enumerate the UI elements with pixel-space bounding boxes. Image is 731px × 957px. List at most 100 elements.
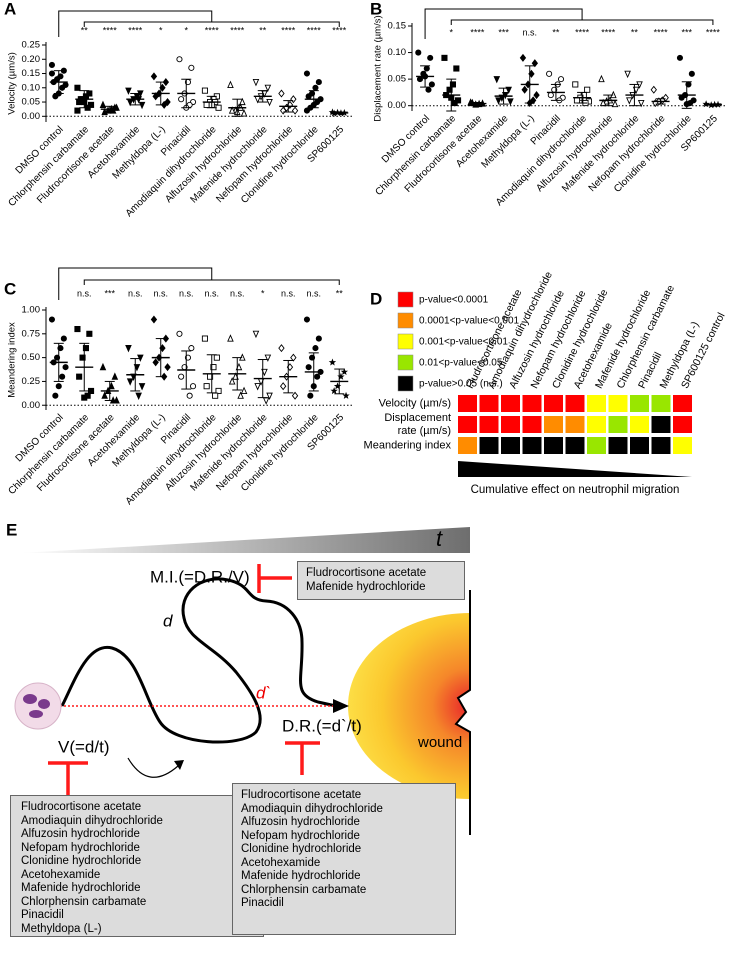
data-point [52, 392, 59, 399]
data-point [451, 99, 458, 107]
heatmap-cell [479, 437, 499, 454]
data-point [176, 330, 183, 337]
row-label: Velocity (µm/s) [378, 397, 451, 409]
data-point [416, 76, 424, 83]
legend-label: 0.0001<p-value<0.001 [419, 316, 520, 327]
data-point [307, 392, 314, 399]
data-point [315, 79, 322, 86]
data-point [137, 354, 144, 362]
data-point [162, 334, 170, 343]
arrowhead [333, 699, 349, 713]
heatmap-cell [608, 395, 628, 412]
data-point [315, 335, 322, 342]
data-point [59, 373, 66, 380]
data-point [624, 70, 631, 79]
significance-label: n.s. [204, 288, 219, 298]
data-point [441, 54, 448, 61]
data-point [201, 335, 209, 342]
data-point [99, 100, 107, 108]
data-point [314, 373, 321, 380]
heatmap-cell [587, 395, 606, 412]
y-tick-label: 0.00 [388, 100, 407, 111]
inhibitor-name: Fludrocortisone acetate [241, 789, 362, 801]
data-point [688, 70, 695, 77]
y-tick-label: 0.10 [22, 82, 41, 93]
v-inhibitor-symbol [48, 761, 88, 795]
heatmap-cell [501, 416, 520, 433]
panel-label: D [370, 289, 382, 308]
significance-label: * [159, 25, 163, 35]
neutrophil [14, 682, 62, 730]
data-point [178, 96, 185, 103]
data-point [138, 383, 146, 391]
data-point [493, 76, 501, 84]
heatmap-cell [501, 437, 520, 454]
heatmap-cell [522, 395, 542, 412]
data-point [252, 330, 260, 339]
inhibitor-name: Nefopam hydrochloride [21, 841, 140, 854]
data-point [415, 49, 422, 56]
row-label: Displacement rate (µm/s) [384, 411, 451, 437]
neutrophil-nucleus [23, 694, 50, 718]
dr-inhibitor-symbol [285, 741, 320, 775]
data-point [342, 391, 350, 399]
y-tick-label: 0.10 [388, 47, 407, 58]
time-wedge [20, 527, 470, 553]
data-point [150, 315, 158, 324]
y-tick-label: 0.05 [22, 97, 41, 108]
time-label: t [436, 526, 443, 551]
y-tick-label: 0.50 [22, 352, 41, 363]
heatmap-cell [458, 437, 477, 454]
data-point [495, 97, 502, 105]
data-point [62, 364, 69, 371]
data-point [227, 80, 234, 88]
heatmap-cell [608, 416, 628, 433]
data-point [279, 106, 287, 115]
data-point [254, 96, 261, 104]
significance-label: n.s. [281, 288, 296, 298]
heatmap-cell [587, 416, 606, 433]
data-point [237, 391, 244, 399]
heatmap-cell [522, 437, 542, 454]
data-point [74, 325, 81, 333]
data-point [572, 81, 579, 88]
data-point [212, 392, 219, 399]
comparison-bracket [58, 10, 213, 37]
displacement-label: d` [256, 683, 271, 702]
panel-label: A [4, 0, 16, 18]
wound-area [348, 613, 470, 799]
data-point [189, 383, 197, 390]
significance-label: * [261, 288, 265, 298]
data-point [254, 383, 261, 391]
heatmap-cell [630, 416, 649, 433]
legend-swatch [397, 354, 414, 371]
data-point [252, 79, 260, 87]
data-point [531, 59, 539, 68]
heatmap-cell [479, 416, 499, 433]
significance-label: **** [205, 25, 220, 35]
data-point [82, 345, 89, 352]
data-point [278, 344, 285, 353]
data-point [162, 78, 170, 87]
data-point [240, 109, 248, 117]
data-point [48, 61, 56, 69]
data-point [266, 392, 273, 401]
heatmap-cell [565, 395, 585, 412]
heatmap-cell [587, 437, 606, 454]
inhibitor-name: Clonidine hydrochloride [241, 843, 362, 855]
significance-label: ** [631, 27, 639, 37]
curved-arrow [127, 757, 179, 778]
inhibitor-name: Mafenide hydrochloride [21, 882, 141, 894]
comparison-bracket [58, 267, 213, 300]
heatmap-cell [458, 395, 477, 412]
legend-swatch [397, 291, 414, 308]
data-point [611, 99, 619, 108]
data-point [598, 74, 605, 83]
v-formula: V(=d/t) [58, 737, 110, 756]
data-point [305, 364, 312, 371]
x-axis-label: Cumulative effect on neutrophil migratio… [471, 484, 680, 496]
inhibitor-name: Methyldopa (L-) [21, 922, 102, 935]
data-point [74, 84, 81, 91]
data-point [546, 70, 553, 77]
significance-label: ** [81, 25, 89, 35]
